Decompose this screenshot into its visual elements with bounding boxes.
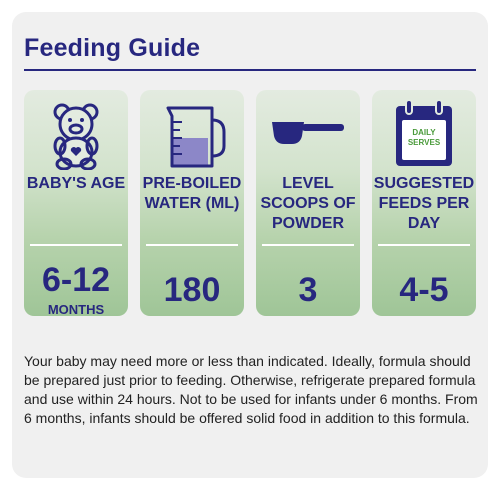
calendar-icon: DAILY SERVES [372, 98, 476, 170]
page-title: Feeding Guide [24, 34, 201, 62]
age-unit: MONTHS [47, 302, 105, 317]
column-header: SUGGESTED FEEDS PER DAY [373, 175, 475, 232]
age-value: 6-12 [41, 261, 111, 299]
column-header: LEVEL SCOOPS OF POWDER [260, 175, 356, 232]
title-rule [24, 69, 476, 71]
column-water: PRE-BOILED WATER (mL) 180 [140, 90, 244, 316]
column-divider [146, 244, 238, 246]
teddy-bear-icon [24, 98, 128, 171]
feeding-note: Your baby may need more or less than ind… [24, 353, 478, 426]
calendar-label: DAILY SERVES [407, 128, 441, 147]
feeding-guide-card: Feeding Guide BABY [12, 12, 488, 478]
feeds-value: 4-5 [399, 271, 449, 309]
column-feeds: DAILY SERVES SUGGESTED FEEDS PER DAY 4-5 [372, 90, 476, 316]
column-divider [262, 244, 354, 246]
column-divider [30, 244, 122, 246]
column-scoops: LEVEL SCOOPS OF POWDER 3 [256, 90, 360, 316]
measuring-jug-icon [140, 98, 244, 170]
column-header: PRE-BOILED WATER (mL) [142, 175, 242, 212]
column-divider [378, 244, 470, 246]
water-value: 180 [163, 271, 221, 309]
scoop-icon [256, 98, 360, 170]
column-babys-age: BABY'S AGE 6-12 MONTHS [24, 90, 128, 317]
scoops-value: 3 [298, 271, 318, 309]
column-header: BABY'S AGE [26, 175, 126, 192]
